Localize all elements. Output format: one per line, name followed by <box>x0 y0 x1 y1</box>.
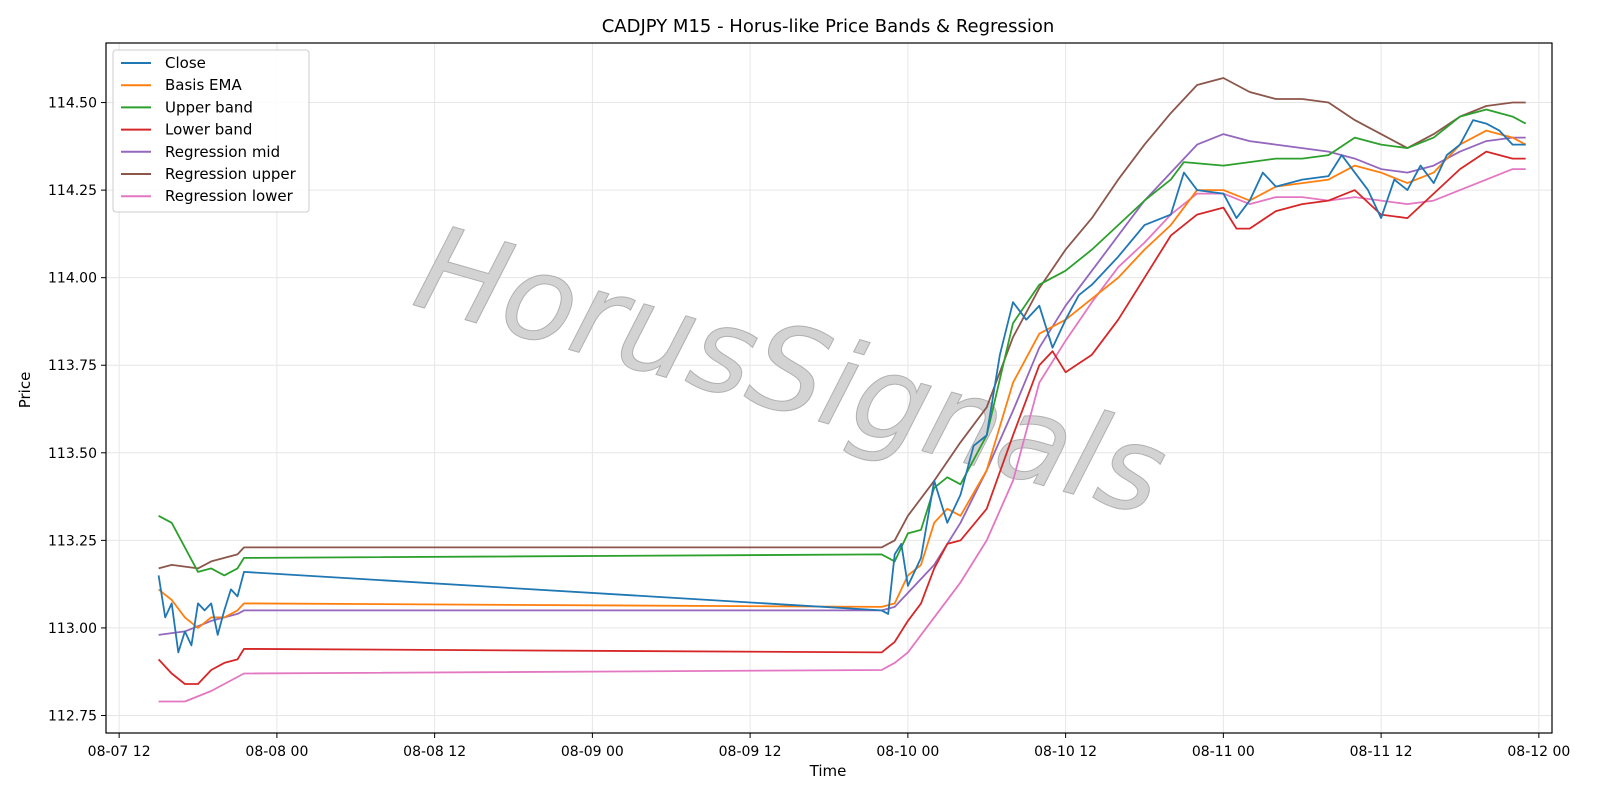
legend-label-basis-ema: Basis EMA <box>165 76 242 94</box>
x-tick-label: 08-08 12 <box>403 744 466 760</box>
legend-label-regression-lower: Regression lower <box>165 187 294 205</box>
x-tick-label: 08-09 00 <box>561 744 624 760</box>
plot-area-frame <box>105 42 1553 734</box>
y-axis-ticks: 112.75 113.00 113.25 113.50 113.75 114.00 114.… <box>48 96 106 724</box>
y-tick-label: 113.00 <box>48 621 97 637</box>
y-tick-label: 114.50 <box>48 96 97 112</box>
legend-label-lower-band: Lower band <box>165 121 252 139</box>
y-axis-label: Price <box>16 372 34 409</box>
x-tick-label: 08-07 12 <box>88 744 151 760</box>
grid <box>106 43 1552 733</box>
x-axis-label: Time <box>809 762 847 780</box>
x-tick-label: 08-10 00 <box>876 744 939 760</box>
series-line-lower-band <box>157 150 1526 685</box>
x-tick-label: 08-08 00 <box>245 744 308 760</box>
x-axis-ticks: 08-07 12 08-08 00 08-08 12 08-09 00 08-09 12… <box>88 733 1570 760</box>
y-tick-label: 114.00 <box>48 271 97 287</box>
series-line-regression-mid <box>158 133 1526 636</box>
chart-title: CADJPY M15 - Horus-like Price Bands & Re… <box>602 16 1055 37</box>
series-lines <box>157 77 1527 703</box>
x-tick-label: 08-12 00 <box>1507 744 1570 760</box>
y-tick-label: 112.75 <box>48 708 97 724</box>
x-tick-label: 08-10 12 <box>1034 744 1097 760</box>
x-tick-label: 08-11 12 <box>1350 744 1413 760</box>
x-tick-label: 08-09 12 <box>719 744 782 760</box>
legend-label-upper-band: Upper band <box>165 98 253 116</box>
legend-box <box>112 49 310 213</box>
series-line-regression-upper <box>158 77 1526 570</box>
series-line-close <box>157 119 1526 654</box>
y-tick-label: 113.50 <box>48 446 97 462</box>
legend-label-close: Close <box>165 54 206 72</box>
series-line-upper-band <box>158 108 1527 577</box>
legend-label-regression-upper: Regression upper <box>165 165 297 183</box>
legend-label-regression-mid: Regression mid <box>165 143 280 161</box>
series-line-regression-lower <box>158 168 1526 703</box>
legend: Close Basis EMA Upper band Lower band Regres… <box>112 49 310 213</box>
y-tick-label: 114.25 <box>48 183 97 199</box>
x-tick-label: 08-11 00 <box>1192 744 1255 760</box>
y-tick-label: 113.75 <box>48 358 97 374</box>
y-tick-label: 113.25 <box>48 533 97 549</box>
